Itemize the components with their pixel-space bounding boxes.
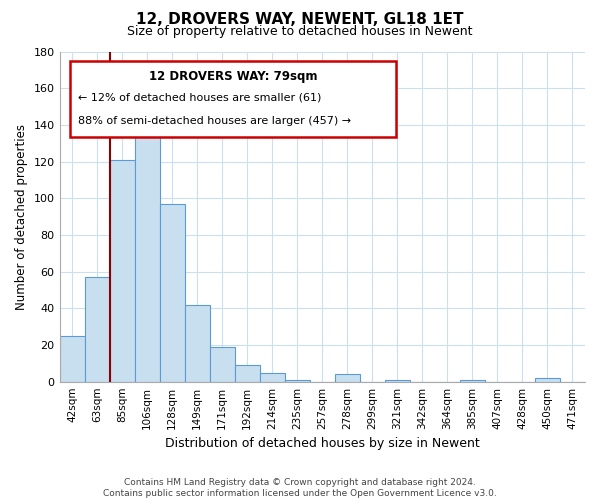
Bar [460, 380, 485, 382]
Bar [185, 304, 209, 382]
Bar [285, 380, 310, 382]
Text: Contains HM Land Registry data © Crown copyright and database right 2024.
Contai: Contains HM Land Registry data © Crown c… [103, 478, 497, 498]
FancyBboxPatch shape [70, 62, 396, 138]
Bar [85, 277, 110, 382]
Bar [110, 160, 134, 382]
Text: 12, DROVERS WAY, NEWENT, GL18 1ET: 12, DROVERS WAY, NEWENT, GL18 1ET [136, 12, 464, 28]
Bar [535, 378, 560, 382]
Bar [260, 372, 285, 382]
X-axis label: Distribution of detached houses by size in Newent: Distribution of detached houses by size … [165, 437, 479, 450]
Bar [160, 204, 185, 382]
Bar [59, 336, 85, 382]
Bar [335, 374, 360, 382]
Text: 88% of semi-detached houses are larger (457) →: 88% of semi-detached houses are larger (… [78, 116, 351, 126]
Bar [385, 380, 410, 382]
Bar [209, 347, 235, 382]
Text: ← 12% of detached houses are smaller (61): ← 12% of detached houses are smaller (61… [78, 93, 322, 103]
Bar [235, 365, 260, 382]
Y-axis label: Number of detached properties: Number of detached properties [15, 124, 28, 310]
Bar [134, 123, 160, 382]
Text: 12 DROVERS WAY: 79sqm: 12 DROVERS WAY: 79sqm [149, 70, 317, 82]
Text: Size of property relative to detached houses in Newent: Size of property relative to detached ho… [127, 25, 473, 38]
